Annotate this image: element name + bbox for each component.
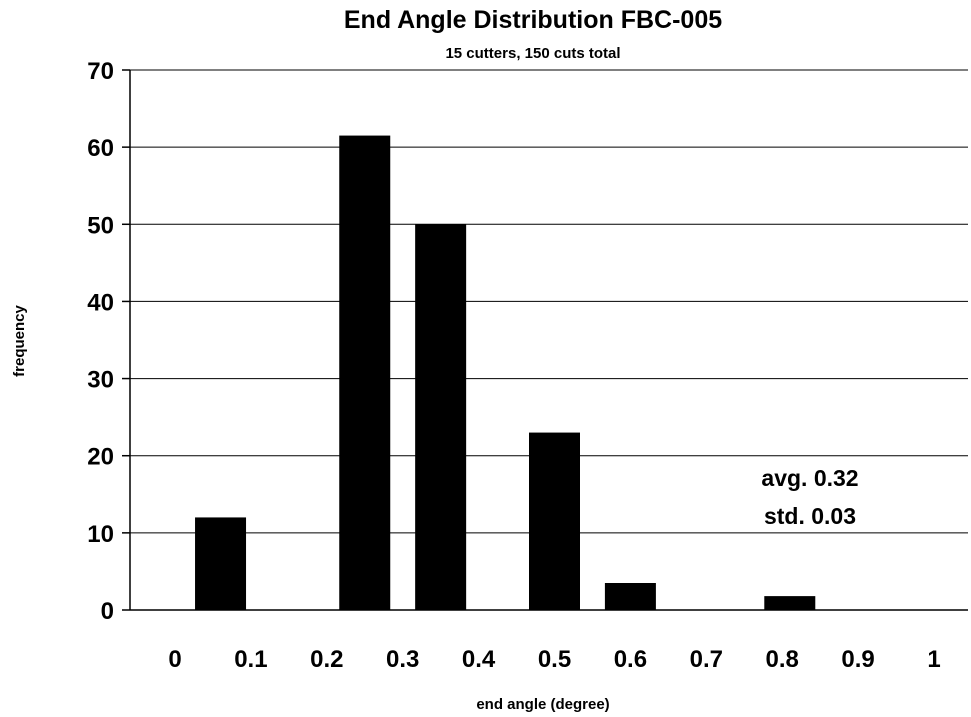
y-tick-label-3: 30 <box>87 367 114 394</box>
y-tick-label-7: 70 <box>87 58 114 85</box>
x-tick-label-4: 0.4 <box>462 646 496 673</box>
y-tick-label-4: 40 <box>87 289 114 316</box>
y-tick-label-0: 0 <box>101 598 114 625</box>
y-tick-label-5: 50 <box>87 212 114 239</box>
x-tick-label-3: 0.3 <box>386 646 419 673</box>
x-tick-label-0: 0 <box>168 646 181 673</box>
bar-4 <box>604 583 656 610</box>
gridlines <box>122 69 968 611</box>
y-tick-label-1: 10 <box>87 521 114 548</box>
x-tick-label-1: 0.1 <box>234 646 267 673</box>
x-tick-label-10: 1 <box>927 646 940 673</box>
chart-subtitle: 15 cutters, 150 cuts total <box>445 45 620 62</box>
x-tick-label-9: 0.9 <box>841 646 874 673</box>
x-tick-label-5: 0.5 <box>538 646 571 673</box>
bar-3 <box>529 432 580 610</box>
x-tick-label-7: 0.7 <box>690 646 723 673</box>
bars <box>195 135 816 611</box>
y-tick-label-2: 20 <box>87 444 114 471</box>
bar-0 <box>195 517 247 610</box>
average-annotation: avg. 0.32 <box>761 465 858 491</box>
y-tick-labels: 0 10 20 30 40 50 60 70 <box>87 58 114 625</box>
bar-1 <box>339 135 391 611</box>
x-tick-label-8: 0.8 <box>766 646 799 673</box>
x-tick-label-6: 0.6 <box>614 646 647 673</box>
bar-5 <box>764 596 816 610</box>
x-tick-labels: 0 0.1 0.2 0.3 0.4 0.5 0.6 0.7 0.8 0.9 1 <box>168 646 940 673</box>
x-tick-label-2: 0.2 <box>310 646 343 673</box>
axes <box>129 70 968 611</box>
std-annotation: std. 0.03 <box>764 503 856 529</box>
x-axis-label: end angle (degree) <box>476 696 609 713</box>
y-tick-label-6: 60 <box>87 135 114 162</box>
chart-title: End Angle Distribution FBC-005 <box>344 6 722 34</box>
bar-2 <box>415 224 467 611</box>
y-axis-label: frequency <box>11 305 28 377</box>
